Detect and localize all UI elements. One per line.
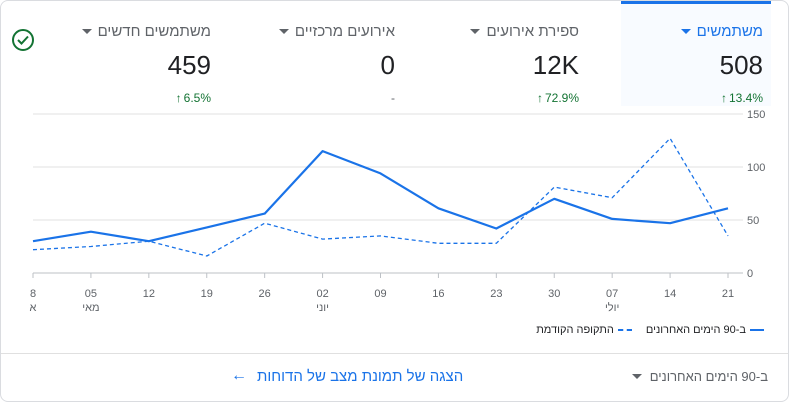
link-label: הצגה של תמונת מצב של הדוחות (257, 367, 464, 385)
date-range-dropdown[interactable]: ב-90 הימים האחרונים (631, 369, 768, 384)
caret-down-icon[interactable] (81, 29, 92, 34)
legend-item-previous: התקופה הקודמת (536, 324, 632, 336)
change-value: 13.4% (728, 91, 763, 105)
x-tick-label: 07 (606, 288, 618, 300)
metric-change: 6.5% ↑ (69, 91, 211, 105)
x-tick-label: 05 (85, 288, 97, 300)
metric-title[interactable]: משתמשים (621, 23, 763, 40)
x-tick-sublabel: יוני (316, 302, 329, 314)
x-tick-label: 16 (432, 288, 444, 300)
x-tick-sublabel: מאי (82, 302, 99, 314)
metrics-row: משתמשים 508 13.4% ↑ ספירת אירועים 12K 72… (35, 1, 771, 106)
divider (1, 353, 788, 354)
arrow-left-icon: ← (231, 367, 247, 384)
caret-down-icon (631, 374, 642, 379)
legend-label: ב-90 הימים האחרונים (645, 324, 746, 336)
metric-title-label: ספירת אירועים (486, 23, 579, 40)
series-line-current (32, 149, 729, 243)
legend-item-current: ב-90 הימים האחרונים (646, 324, 764, 336)
metric-new-users[interactable]: משתמשים חדשים 459 6.5% ↑ (69, 1, 219, 106)
x-tick-label: 8 (30, 288, 36, 300)
y-tick-label: 0 (747, 268, 753, 280)
y-tick-label: 50 (747, 215, 759, 227)
x-tick-label: 09 (374, 288, 386, 300)
view-reports-snapshot-link[interactable]: הצגה של תמונת מצב של הדוחות ← (231, 367, 463, 385)
arrow-up-icon: ↑ (720, 91, 727, 105)
dashed-line-swatch (617, 329, 632, 331)
x-tick-label: 21 (722, 288, 734, 300)
metric-change: 13.4% ↑ (621, 91, 763, 105)
change-value: 72.9% (544, 91, 579, 105)
arrow-up-icon: ↑ (536, 91, 543, 105)
x-tick-label: 30 (548, 288, 560, 300)
caret-down-icon[interactable] (278, 29, 289, 34)
date-range-label: ב-90 הימים האחרונים (649, 369, 768, 384)
y-tick-label: 150 (747, 109, 765, 121)
arrow-up-icon: ↑ (175, 91, 182, 105)
metric-users[interactable]: משתמשים 508 13.4% ↑ (621, 1, 771, 106)
metric-title-label: משתמשים חדשים (97, 23, 211, 40)
metric-change: - (253, 91, 395, 105)
metric-key-events[interactable]: אירועים מרכזיים 0 - (253, 1, 403, 106)
check-circle-icon (12, 29, 34, 51)
x-tick-label: 26 (259, 288, 271, 300)
caret-down-icon[interactable] (470, 29, 481, 34)
change-value: - (391, 91, 395, 105)
metric-title-label: אירועים מרכזיים (294, 23, 395, 40)
metric-change: 72.9% ↑ (437, 91, 579, 105)
metric-title[interactable]: אירועים מרכזיים (253, 23, 395, 40)
x-tick-sublabel: א (30, 302, 37, 314)
x-tick-label: 23 (490, 288, 502, 300)
change-value: 6.5% (183, 91, 211, 105)
caret-down-icon[interactable] (680, 29, 691, 34)
metric-event-count[interactable]: ספירת אירועים 12K 72.9% ↑ (437, 1, 587, 106)
x-tick-label: 02 (316, 288, 328, 300)
chart-legend: ב-90 הימים האחרונים התקופה הקודמת (536, 324, 764, 336)
y-tick-label: 100 (747, 162, 765, 174)
metric-title[interactable]: ספירת אירועים (437, 23, 579, 40)
line-chart[interactable]: 0 50 100 150 8 א 05 מאי 12 19 26 02 יוני 09 16 23 30 07יו… (1, 106, 789, 316)
solid-line-swatch (750, 329, 764, 331)
metric-value: 0 (380, 50, 395, 80)
x-tick-label: 19 (201, 288, 213, 300)
metric-value: 459 (167, 50, 211, 80)
x-tick-label: 12 (143, 288, 155, 300)
legend-label: התקופה הקודמת (536, 324, 614, 336)
metric-value: 508 (719, 50, 763, 80)
x-tick-label: 14 (664, 288, 676, 300)
x-tick-sublabel: יולי (605, 301, 619, 314)
metric-value: 12K (532, 50, 579, 80)
metric-title[interactable]: משתמשים חדשים (69, 23, 211, 40)
metric-title-label: משתמשים (696, 23, 763, 40)
